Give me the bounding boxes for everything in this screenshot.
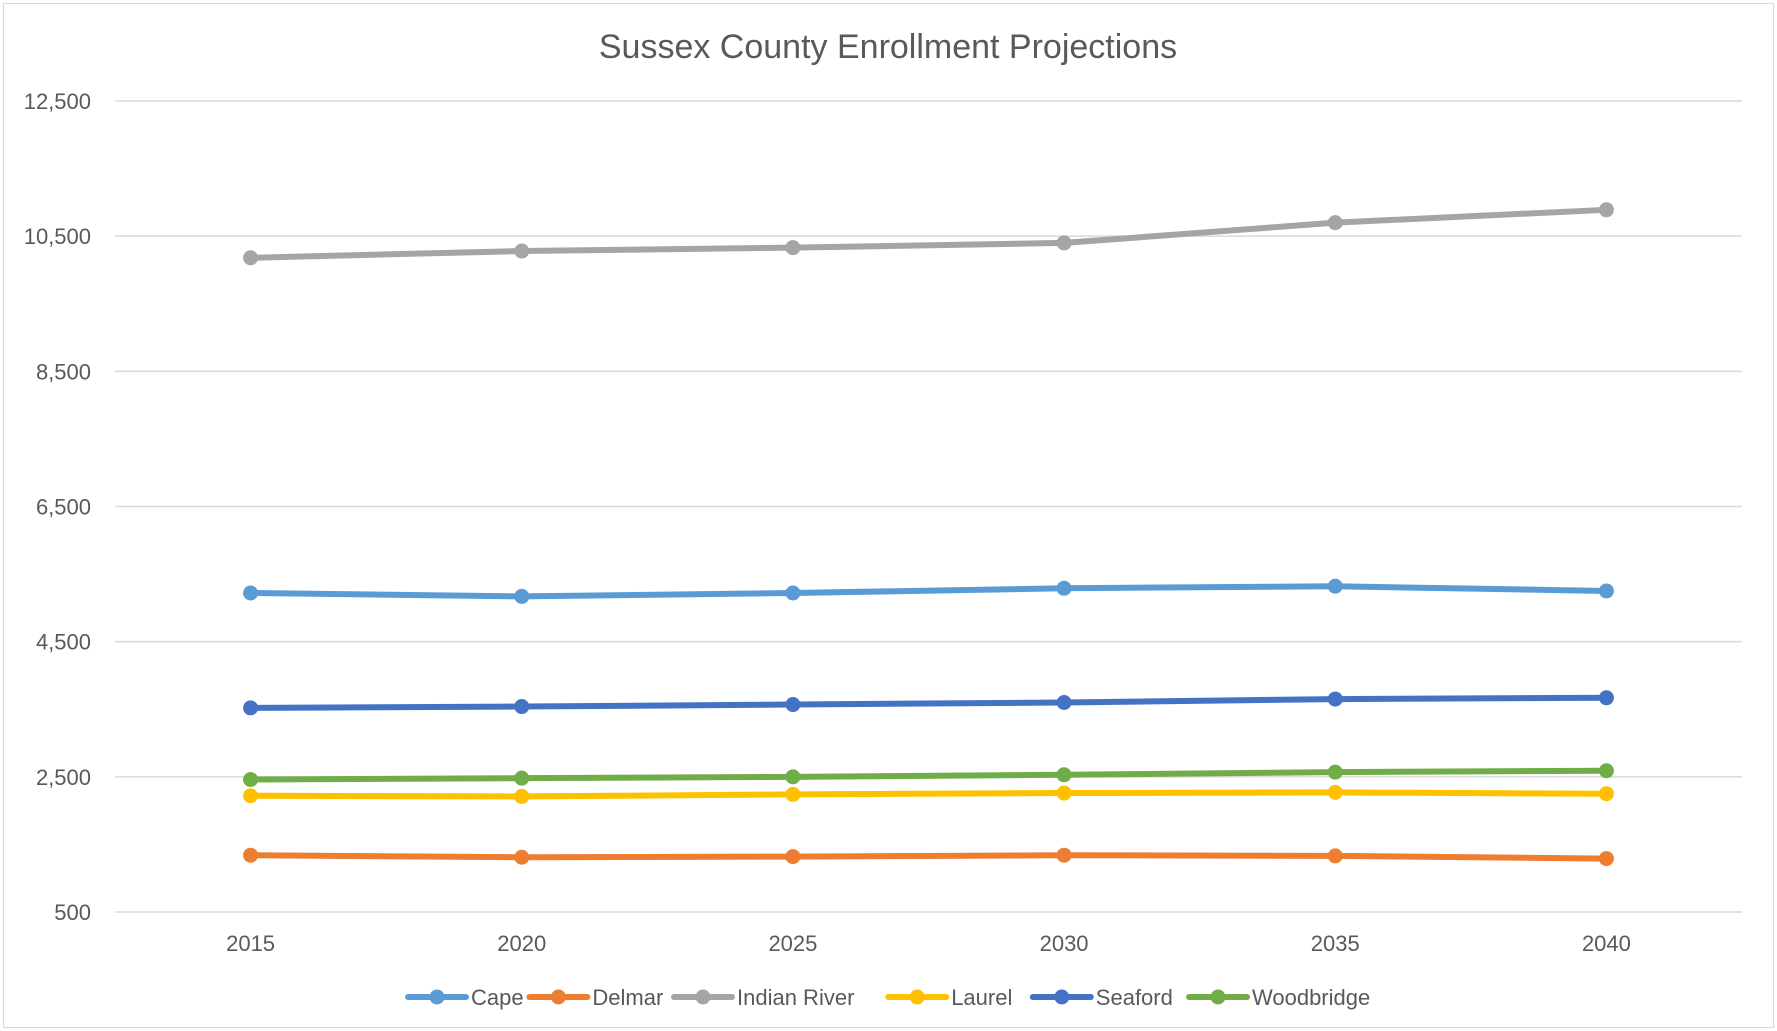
data-point bbox=[243, 788, 259, 804]
x-tick-label: 2035 bbox=[1311, 931, 1360, 956]
data-point bbox=[243, 250, 259, 266]
data-point bbox=[785, 240, 801, 256]
series-lines bbox=[243, 202, 1614, 867]
data-point bbox=[785, 769, 801, 785]
y-tick-label: 8,500 bbox=[36, 359, 91, 384]
data-point bbox=[1598, 690, 1614, 706]
data-point bbox=[1056, 694, 1072, 710]
series-delmar bbox=[243, 847, 1614, 867]
legend-swatch-marker bbox=[1210, 989, 1226, 1005]
legend-item-laurel: Laurel bbox=[885, 985, 1012, 1010]
data-point bbox=[1327, 784, 1343, 800]
data-point bbox=[1327, 764, 1343, 780]
data-point bbox=[1598, 786, 1614, 802]
data-point bbox=[785, 786, 801, 802]
data-point bbox=[243, 700, 259, 716]
legend-label: Woodbridge bbox=[1252, 985, 1370, 1010]
y-tick-label: 500 bbox=[54, 900, 91, 925]
legend-item-indian-river: Indian River bbox=[671, 985, 854, 1010]
data-point bbox=[1598, 851, 1614, 867]
data-point bbox=[1327, 215, 1343, 231]
data-point bbox=[1598, 202, 1614, 218]
legend-item-seaford: Seaford bbox=[1029, 985, 1173, 1010]
data-point bbox=[514, 770, 530, 786]
data-point bbox=[514, 699, 530, 715]
series-woodbridge bbox=[243, 763, 1614, 788]
series-laurel bbox=[243, 784, 1614, 804]
data-point bbox=[1598, 763, 1614, 779]
series-indian-river bbox=[243, 202, 1614, 266]
legend-label: Delmar bbox=[592, 985, 663, 1010]
chart-title: Sussex County Enrollment Projections bbox=[599, 28, 1177, 66]
data-point bbox=[1598, 583, 1614, 599]
y-tick-label: 6,500 bbox=[36, 495, 91, 520]
series-line bbox=[247, 583, 1610, 600]
legend-swatch-marker bbox=[429, 989, 445, 1005]
data-point bbox=[1056, 580, 1072, 596]
legend-item-cape: Cape bbox=[405, 985, 524, 1010]
data-point bbox=[514, 849, 530, 865]
data-point bbox=[243, 847, 259, 863]
series-seaford bbox=[243, 690, 1614, 716]
legend-swatch-marker bbox=[909, 989, 925, 1005]
x-axis: 2015 2020 2025 2030 2035 2040 bbox=[226, 931, 1631, 956]
data-point bbox=[1056, 785, 1072, 801]
y-tick-label: 12,500 bbox=[24, 89, 91, 114]
series-line bbox=[247, 852, 1610, 862]
y-tick-label: 2,500 bbox=[36, 765, 91, 790]
legend-item-delmar: Delmar bbox=[526, 985, 663, 1010]
data-point bbox=[514, 788, 530, 804]
legend-swatch-marker bbox=[695, 989, 711, 1005]
y-tick-label: 10,500 bbox=[24, 224, 91, 249]
data-point bbox=[243, 772, 259, 788]
series-line bbox=[247, 694, 1610, 711]
series-line bbox=[247, 789, 1610, 800]
data-point bbox=[1056, 767, 1072, 783]
legend-label: Indian River bbox=[737, 985, 854, 1010]
data-point bbox=[1327, 578, 1343, 594]
x-tick-label: 2015 bbox=[226, 931, 275, 956]
data-point bbox=[1327, 848, 1343, 864]
data-point bbox=[785, 585, 801, 601]
legend-swatch-marker bbox=[1054, 989, 1070, 1005]
data-point bbox=[785, 697, 801, 713]
legend-label: Laurel bbox=[951, 985, 1012, 1010]
series-line bbox=[247, 767, 1610, 783]
data-point bbox=[785, 849, 801, 865]
data-point bbox=[1056, 847, 1072, 863]
legend-item-woodbridge: Woodbridge bbox=[1186, 985, 1370, 1010]
data-point bbox=[243, 585, 259, 601]
data-point bbox=[1327, 691, 1343, 707]
x-tick-label: 2030 bbox=[1040, 931, 1089, 956]
legend-label: Cape bbox=[471, 985, 524, 1010]
x-tick-label: 2020 bbox=[497, 931, 546, 956]
legend: Cape Delmar Indian River Laurel Seaford Woodb… bbox=[405, 985, 1370, 1010]
x-tick-label: 2025 bbox=[768, 931, 817, 956]
y-tick-label: 4,500 bbox=[36, 630, 91, 655]
legend-swatch-marker bbox=[550, 989, 566, 1005]
data-point bbox=[1056, 235, 1072, 251]
series-cape bbox=[243, 578, 1614, 604]
data-point bbox=[514, 243, 530, 259]
data-point bbox=[514, 588, 530, 604]
legend-label: Seaford bbox=[1096, 985, 1173, 1010]
y-axis: 500 2,500 4,500 6,500 8,500 10,500 12,500 bbox=[24, 89, 91, 925]
x-tick-label: 2040 bbox=[1582, 931, 1631, 956]
series-line bbox=[247, 206, 1610, 261]
